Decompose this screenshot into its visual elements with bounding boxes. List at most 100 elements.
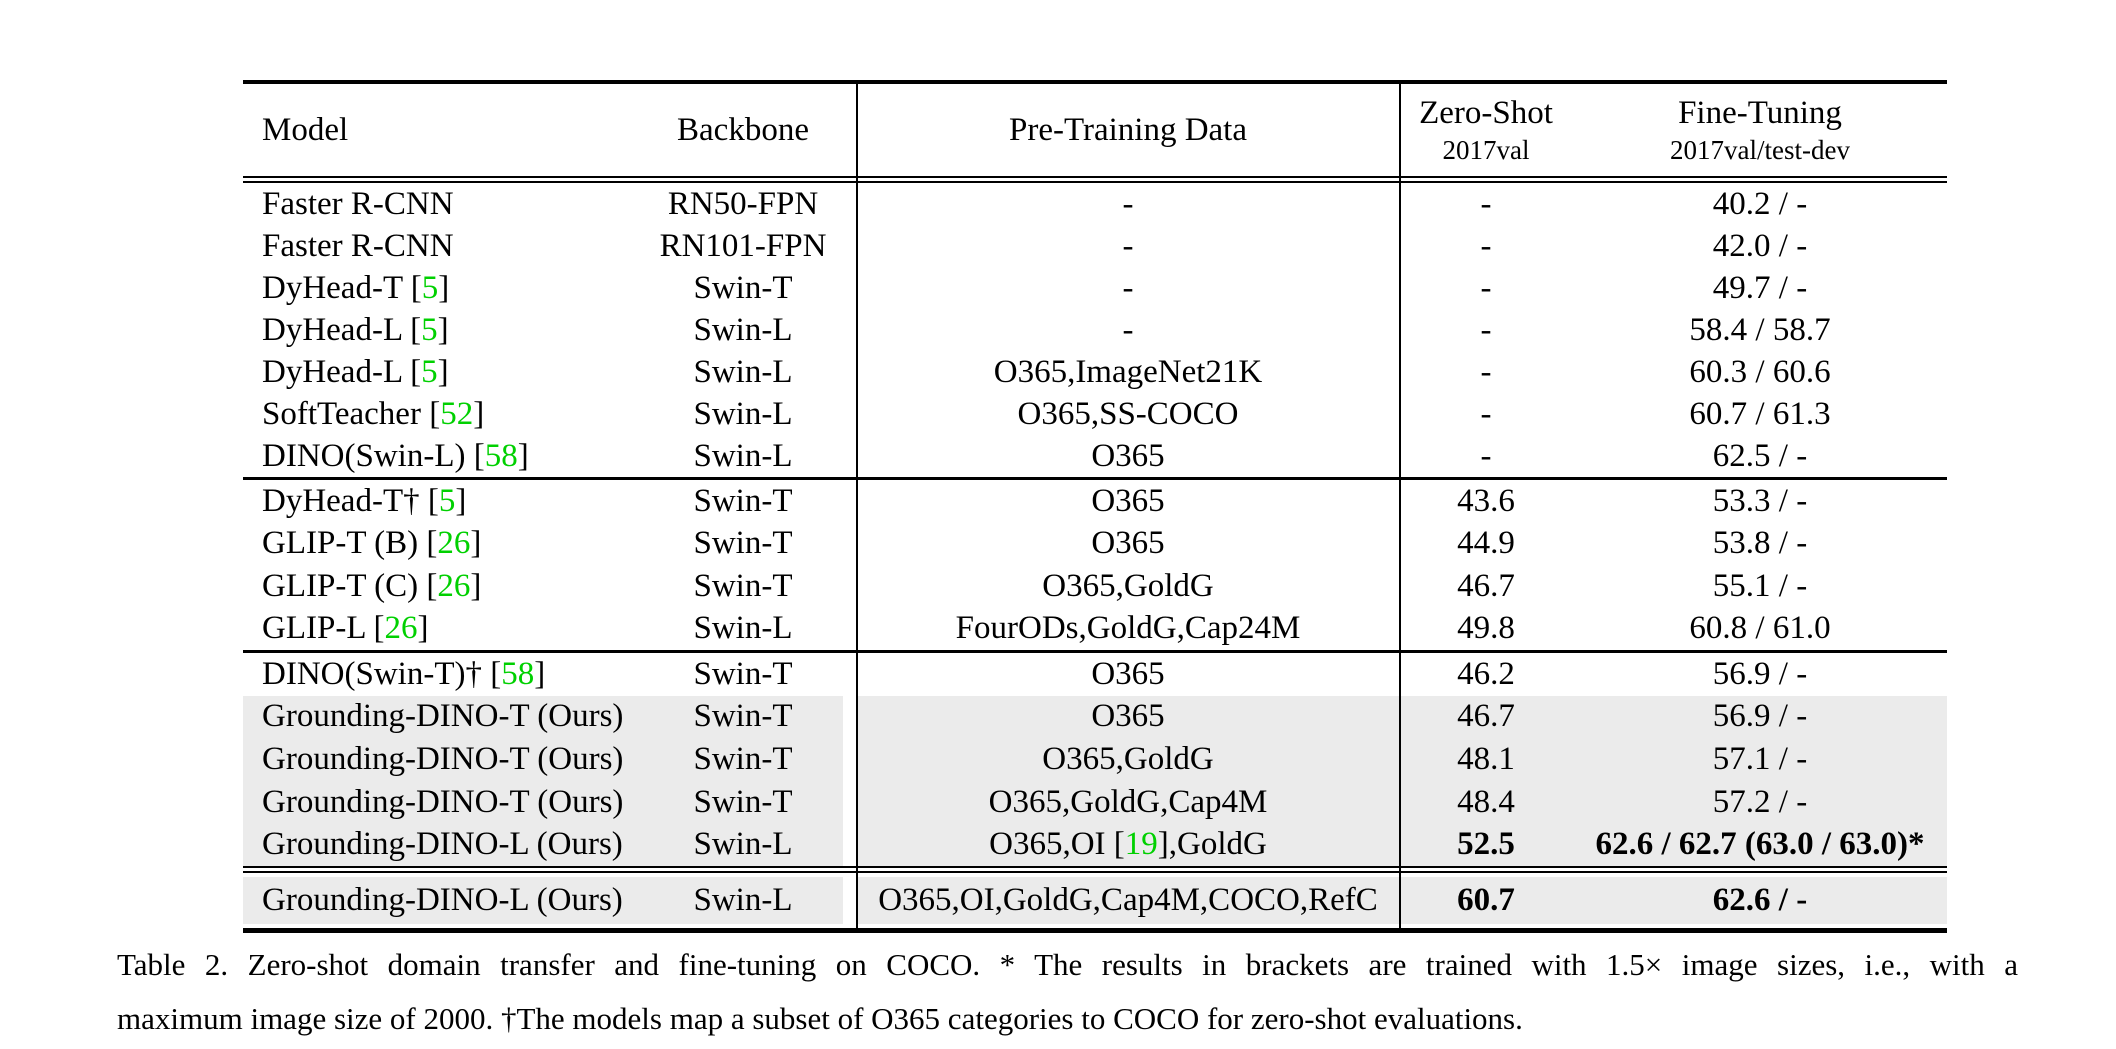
backbone-cell: Swin-L — [643, 608, 843, 651]
pretrain-cell: O365,SS-COCO — [857, 393, 1399, 435]
model-cell: Faster R-CNN — [243, 183, 643, 225]
highlight-gap — [843, 480, 857, 523]
highlight-gap — [843, 877, 857, 924]
model-cell: Grounding-DINO-L (Ours) — [243, 823, 643, 866]
zeroshot-cell: 60.7 — [1399, 877, 1573, 924]
backbone-text: Swin-T — [693, 482, 793, 519]
model-text: Grounding-DINO-T (Ours) — [262, 740, 624, 777]
results-table: Model Backbone Pre-Training Data Zero-Sh… — [243, 80, 1947, 933]
backbone-text: Swin-T — [693, 698, 793, 735]
highlight-gap — [843, 608, 857, 651]
zeroshot-value: - — [1480, 353, 1492, 390]
model-cell: DyHead-L [5] — [243, 351, 643, 393]
backbone-text: Swin-L — [693, 395, 793, 432]
zeroshot-value: 46.7 — [1457, 698, 1515, 735]
table-block-grounding-dino-full: Grounding-DINO-L (Ours) Swin-L O365,OI,G… — [243, 873, 1947, 928]
pretrain-cell: O365 — [857, 480, 1399, 523]
finetune-cell: 58.4 / 58.7 — [1573, 309, 1947, 351]
backbone-cell: Swin-T — [643, 696, 843, 739]
finetune-cell: 62.6 / 62.7 (63.0 / 63.0)* — [1573, 823, 1947, 866]
backbone-text: RN101-FPN — [659, 227, 827, 264]
finetune-value: 49.7 / - — [1712, 269, 1808, 306]
header-separator-rule — [243, 176, 1947, 183]
finetune-cell: 53.8 / - — [1573, 523, 1947, 566]
zeroshot-value: 49.8 — [1457, 610, 1515, 647]
highlight-gap — [843, 523, 857, 566]
pretrain-cell: O365,OI [19],GoldG — [857, 823, 1399, 866]
model-text: Faster R-CNN — [262, 227, 454, 264]
backbone-cell: Swin-L — [643, 309, 843, 351]
zeroshot-cell: 52.5 — [1399, 823, 1573, 866]
zeroshot-value: 48.4 — [1457, 783, 1515, 820]
model-text: SoftTeacher [ — [262, 395, 441, 432]
model-text-post: ] — [517, 437, 529, 474]
pretrain-text: - — [1122, 311, 1134, 348]
pretrain-cell: O365,OI,GoldG,Cap4M,COCO,RefC — [857, 877, 1399, 924]
highlight-gap — [843, 738, 857, 781]
table-row: Grounding-DINO-T (Ours) Swin-T O365,Gold… — [243, 780, 1947, 824]
citation-number: 58 — [484, 437, 518, 474]
header-finetune-subtitle: 2017val/test-dev — [1670, 134, 1850, 165]
zeroshot-cell: - — [1399, 183, 1573, 225]
highlight-gap — [843, 781, 857, 824]
backbone-text: Swin-T — [693, 655, 793, 692]
pretrain-text: O365,GoldG — [1042, 740, 1214, 777]
model-cell: DINO(Swin-L) [58] — [243, 435, 643, 477]
backbone-text: Swin-L — [693, 353, 793, 390]
citation-number: 5 — [421, 353, 438, 390]
header-pretrain: Pre-Training Data — [857, 84, 1399, 176]
zeroshot-cell: 49.8 — [1399, 608, 1573, 651]
table-row: Grounding-DINO-L (Ours) Swin-L O365,OI [… — [243, 823, 1947, 866]
zeroshot-cell: 48.1 — [1399, 738, 1573, 781]
pretrain-cell: O365 — [857, 435, 1399, 477]
pretrain-text: O365,SS-COCO — [1017, 395, 1239, 432]
citation-number: 5 — [438, 482, 456, 519]
finetune-value: 57.1 / - — [1712, 740, 1808, 777]
table-row: GLIP-T (B) [26] Swin-T O365 44.9 53.8 / … — [243, 523, 1947, 566]
citation-number: 58 — [501, 655, 535, 692]
column-rule-backbone-pretrain — [856, 84, 858, 928]
backbone-cell: Swin-L — [643, 393, 843, 435]
block-separator-rule — [243, 865, 1947, 873]
table-row: DyHead-L [5] Swin-L - - 58.4 / 58.7 — [243, 309, 1947, 351]
finetune-cell: 60.7 / 61.3 — [1573, 393, 1947, 435]
backbone-text: Swin-T — [693, 567, 793, 604]
zeroshot-value: - — [1480, 311, 1492, 348]
zeroshot-cell: - — [1399, 435, 1573, 477]
backbone-cell: Swin-T — [643, 523, 843, 566]
zeroshot-value: 60.7 — [1457, 881, 1515, 918]
model-text-post: ] — [417, 610, 429, 647]
zeroshot-cell: 46.7 — [1399, 696, 1573, 739]
finetune-value: 53.3 / - — [1712, 482, 1808, 519]
finetune-value: 62.6 / - — [1712, 881, 1808, 918]
finetune-value: 60.7 / 61.3 — [1689, 395, 1831, 432]
model-cell: GLIP-L [26] — [243, 608, 643, 651]
finetune-cell: 62.5 / - — [1573, 435, 1947, 477]
citation-number: 5 — [421, 311, 438, 348]
pretrain-cell: O365,GoldG — [857, 738, 1399, 781]
model-text: DINO(Swin-L) [ — [262, 437, 485, 474]
table-row: SoftTeacher [52] Swin-L O365,SS-COCO - 6… — [243, 393, 1947, 435]
backbone-text: Swin-L — [693, 826, 793, 863]
model-text: GLIP-T (C) [ — [262, 567, 438, 604]
column-rule-pretrain-zeroshot — [1399, 84, 1401, 928]
highlight-gap — [843, 823, 857, 866]
zeroshot-cell: - — [1399, 351, 1573, 393]
pretrain-text: O365 — [1091, 437, 1165, 474]
citation-number: 26 — [384, 610, 418, 647]
pretrain-cell: O365,GoldG,Cap4M — [857, 781, 1399, 824]
backbone-text: Swin-T — [693, 783, 793, 820]
zeroshot-value: - — [1480, 227, 1492, 264]
model-cell: GLIP-T (C) [26] — [243, 565, 643, 608]
highlight-gap — [843, 653, 857, 696]
pretrain-text: - — [1122, 185, 1134, 222]
pretrain-text: O365,OI,GoldG,Cap4M,COCO,RefC — [878, 881, 1378, 918]
backbone-cell: Swin-T — [643, 738, 843, 781]
backbone-text: Swin-L — [693, 881, 793, 918]
table-top-rule — [243, 80, 1947, 84]
table-block-grounding-dino: DINO(Swin-T)† [58] Swin-T O365 46.2 56.9… — [243, 653, 1947, 866]
model-cell: Faster R-CNN — [243, 225, 643, 267]
zeroshot-value: 44.9 — [1457, 525, 1515, 562]
model-text: Grounding-DINO-T (Ours) — [262, 698, 624, 735]
table-row: GLIP-L [26] Swin-L FourODs,GoldG,Cap24M … — [243, 608, 1947, 651]
